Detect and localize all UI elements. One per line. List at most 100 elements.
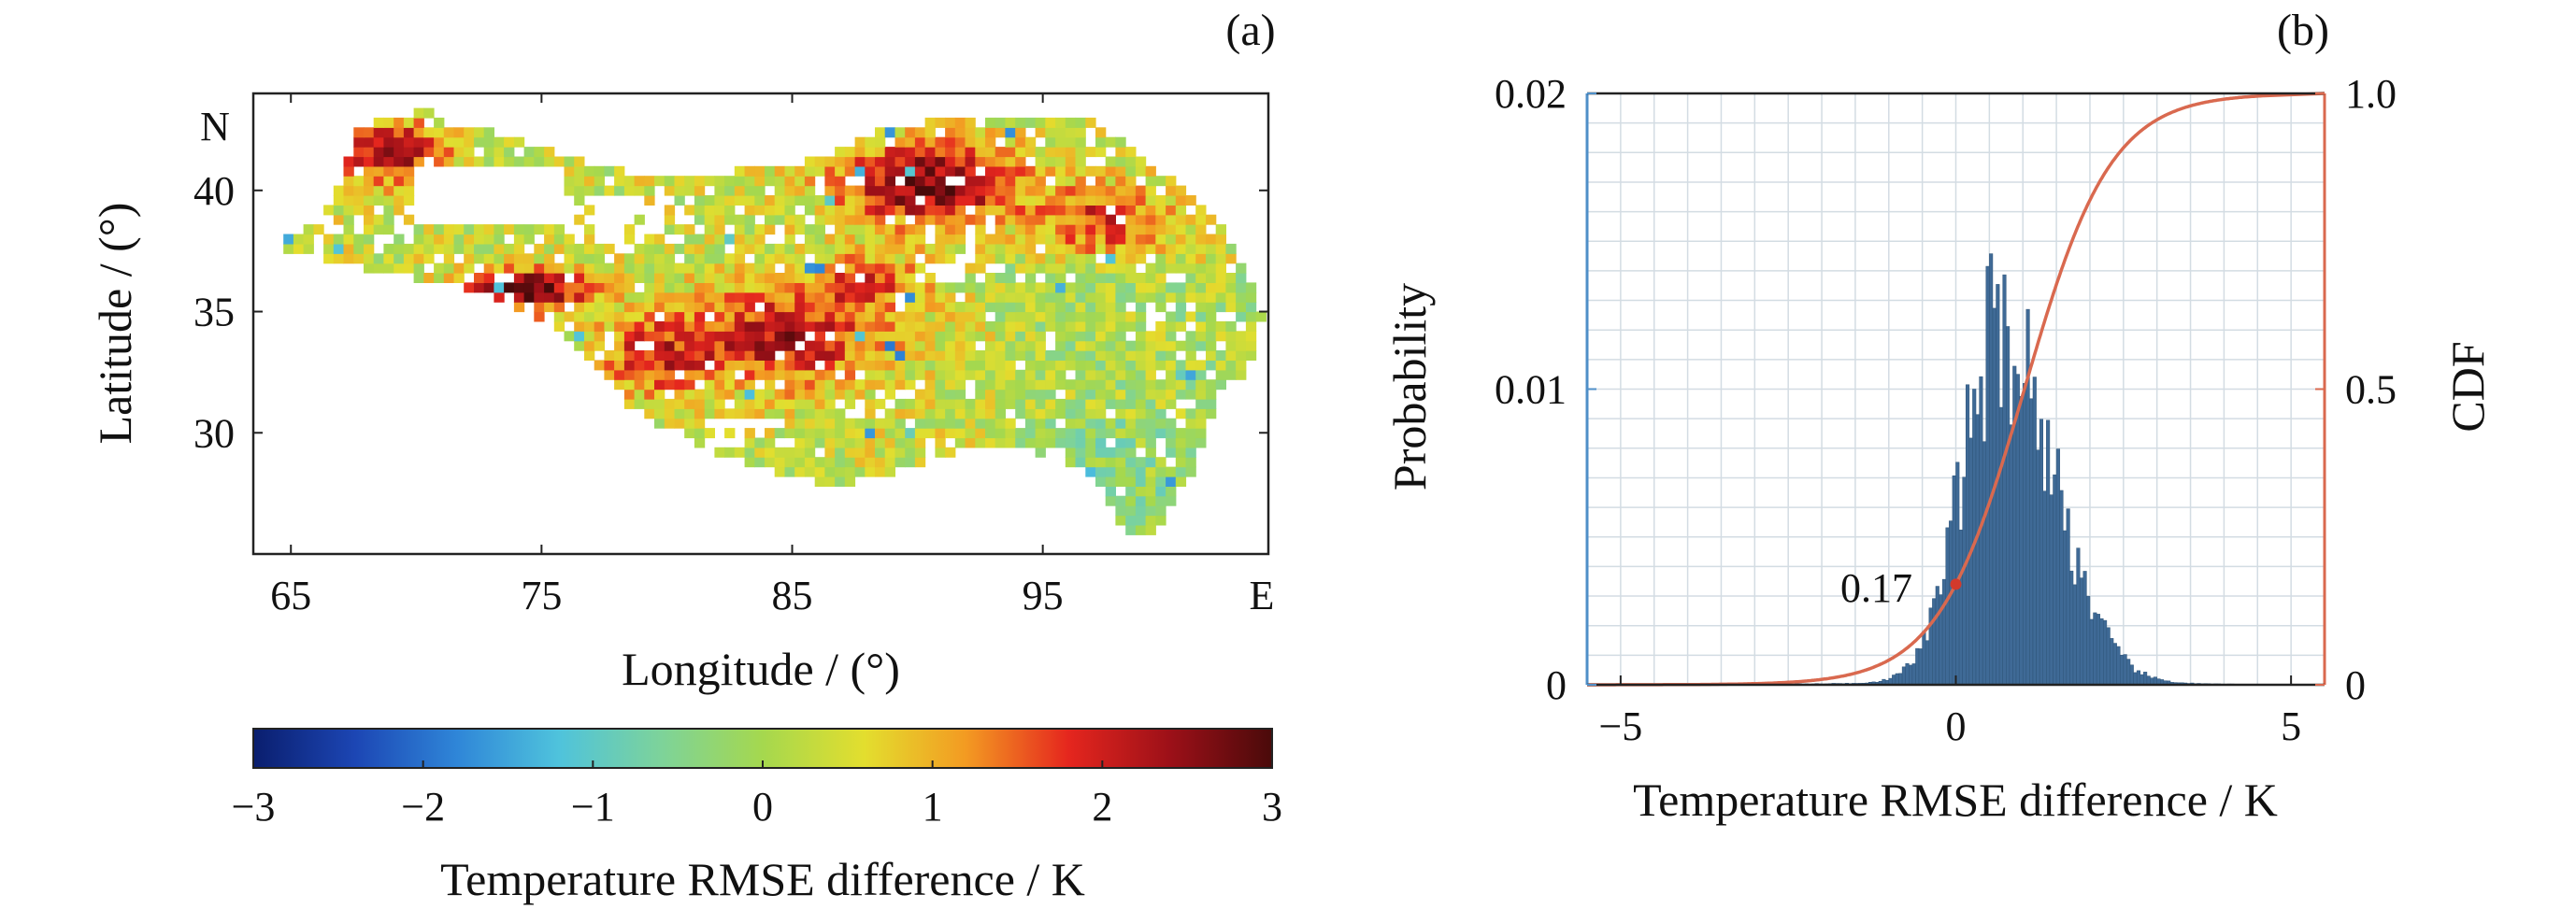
map-cell bbox=[945, 185, 956, 196]
map-cell bbox=[875, 147, 886, 158]
map-cell bbox=[814, 302, 825, 313]
map-cell bbox=[945, 379, 956, 391]
map-cell bbox=[824, 389, 836, 400]
map-cell bbox=[704, 205, 715, 216]
map-cell bbox=[865, 408, 876, 419]
map-cell bbox=[965, 418, 976, 429]
map-cell bbox=[1125, 389, 1137, 400]
map-cell bbox=[774, 408, 785, 419]
map-cell bbox=[905, 437, 916, 448]
map-cell bbox=[1075, 320, 1086, 332]
map-cell bbox=[364, 136, 375, 148]
histogram-bar bbox=[1895, 673, 1899, 686]
map-cell bbox=[664, 302, 676, 313]
map-cell bbox=[534, 263, 545, 274]
map-cell bbox=[383, 224, 394, 235]
map-cell bbox=[1115, 291, 1126, 303]
histogram-bar bbox=[2110, 638, 2114, 686]
colorbar-tick-label: 3 bbox=[1262, 784, 1282, 830]
map-cell bbox=[1015, 379, 1026, 391]
map-cell bbox=[634, 263, 645, 274]
map-cell bbox=[854, 437, 866, 448]
map-cell bbox=[1085, 398, 1096, 409]
map-cell bbox=[453, 234, 465, 245]
map-cell bbox=[784, 195, 795, 206]
map-cell bbox=[835, 185, 846, 196]
histogram-bar bbox=[1925, 640, 1930, 686]
map-cell bbox=[1145, 331, 1156, 342]
map-cell bbox=[394, 127, 405, 138]
map-cell bbox=[383, 176, 394, 187]
map-cell bbox=[553, 234, 565, 245]
map-cell bbox=[914, 205, 926, 216]
map-cell bbox=[1105, 243, 1116, 254]
map-cell bbox=[924, 302, 936, 313]
histogram-bar bbox=[1932, 598, 1937, 686]
map-cell bbox=[1075, 418, 1086, 429]
map-cell bbox=[574, 331, 585, 342]
map-cell bbox=[1145, 408, 1156, 419]
map-cell bbox=[464, 282, 475, 293]
map-cell bbox=[534, 224, 545, 235]
histogram-bar bbox=[1922, 631, 1926, 686]
map-cell bbox=[804, 379, 816, 391]
map-cell bbox=[935, 418, 946, 429]
map-cell bbox=[1085, 331, 1096, 342]
map-cell bbox=[1005, 127, 1016, 138]
map-cell bbox=[1175, 282, 1187, 293]
map-cell bbox=[1175, 243, 1187, 254]
map-cell bbox=[453, 273, 465, 283]
map-cell bbox=[875, 302, 886, 313]
map-cell bbox=[1035, 185, 1046, 196]
map-cell bbox=[865, 466, 876, 477]
map-cell bbox=[954, 224, 966, 235]
map-cell bbox=[1035, 176, 1046, 187]
map-cell bbox=[844, 437, 856, 448]
map-cell bbox=[1115, 273, 1126, 283]
map-cell bbox=[835, 273, 846, 283]
map-cell bbox=[1005, 418, 1016, 429]
map-cell bbox=[774, 457, 785, 468]
map-cell bbox=[734, 389, 746, 400]
map-cell bbox=[894, 147, 906, 158]
map-cell bbox=[905, 457, 916, 468]
map-cell bbox=[884, 428, 895, 439]
map-cell bbox=[1055, 311, 1066, 322]
map-cell bbox=[814, 428, 825, 439]
histogram-bar bbox=[1945, 527, 1950, 686]
map-cell bbox=[1055, 165, 1066, 177]
histogram-bars bbox=[1761, 253, 2245, 686]
map-cell bbox=[694, 176, 706, 187]
map-cell bbox=[423, 234, 435, 245]
map-cell bbox=[594, 282, 605, 293]
map-cell bbox=[835, 291, 846, 303]
map-cell bbox=[924, 185, 936, 196]
map-cell bbox=[1206, 350, 1217, 361]
map-cell bbox=[724, 320, 736, 332]
map-cell bbox=[884, 156, 895, 167]
map-cell bbox=[794, 350, 806, 361]
map-cell bbox=[674, 263, 685, 274]
map-cell bbox=[1095, 476, 1107, 487]
map-cell bbox=[814, 466, 825, 477]
map-cell bbox=[614, 302, 625, 313]
map-cell bbox=[1055, 282, 1066, 293]
map-cell bbox=[553, 243, 565, 254]
map-cell bbox=[935, 398, 946, 409]
map-cell bbox=[1085, 291, 1096, 303]
map-cell bbox=[714, 253, 725, 264]
map-cell bbox=[905, 408, 916, 419]
map-cell bbox=[784, 418, 795, 429]
map-cell bbox=[1085, 457, 1096, 468]
map-cell bbox=[924, 147, 936, 158]
map-cell bbox=[343, 214, 354, 225]
colorbar-tick-label: −2 bbox=[401, 784, 445, 830]
map-cell bbox=[804, 408, 816, 419]
map-cell bbox=[1145, 457, 1156, 468]
map-cell bbox=[894, 224, 906, 235]
map-cell bbox=[1075, 165, 1086, 177]
map-cell bbox=[644, 320, 655, 332]
map-cell bbox=[664, 263, 676, 274]
map-cell bbox=[1125, 408, 1137, 419]
map-cell bbox=[1125, 360, 1137, 371]
